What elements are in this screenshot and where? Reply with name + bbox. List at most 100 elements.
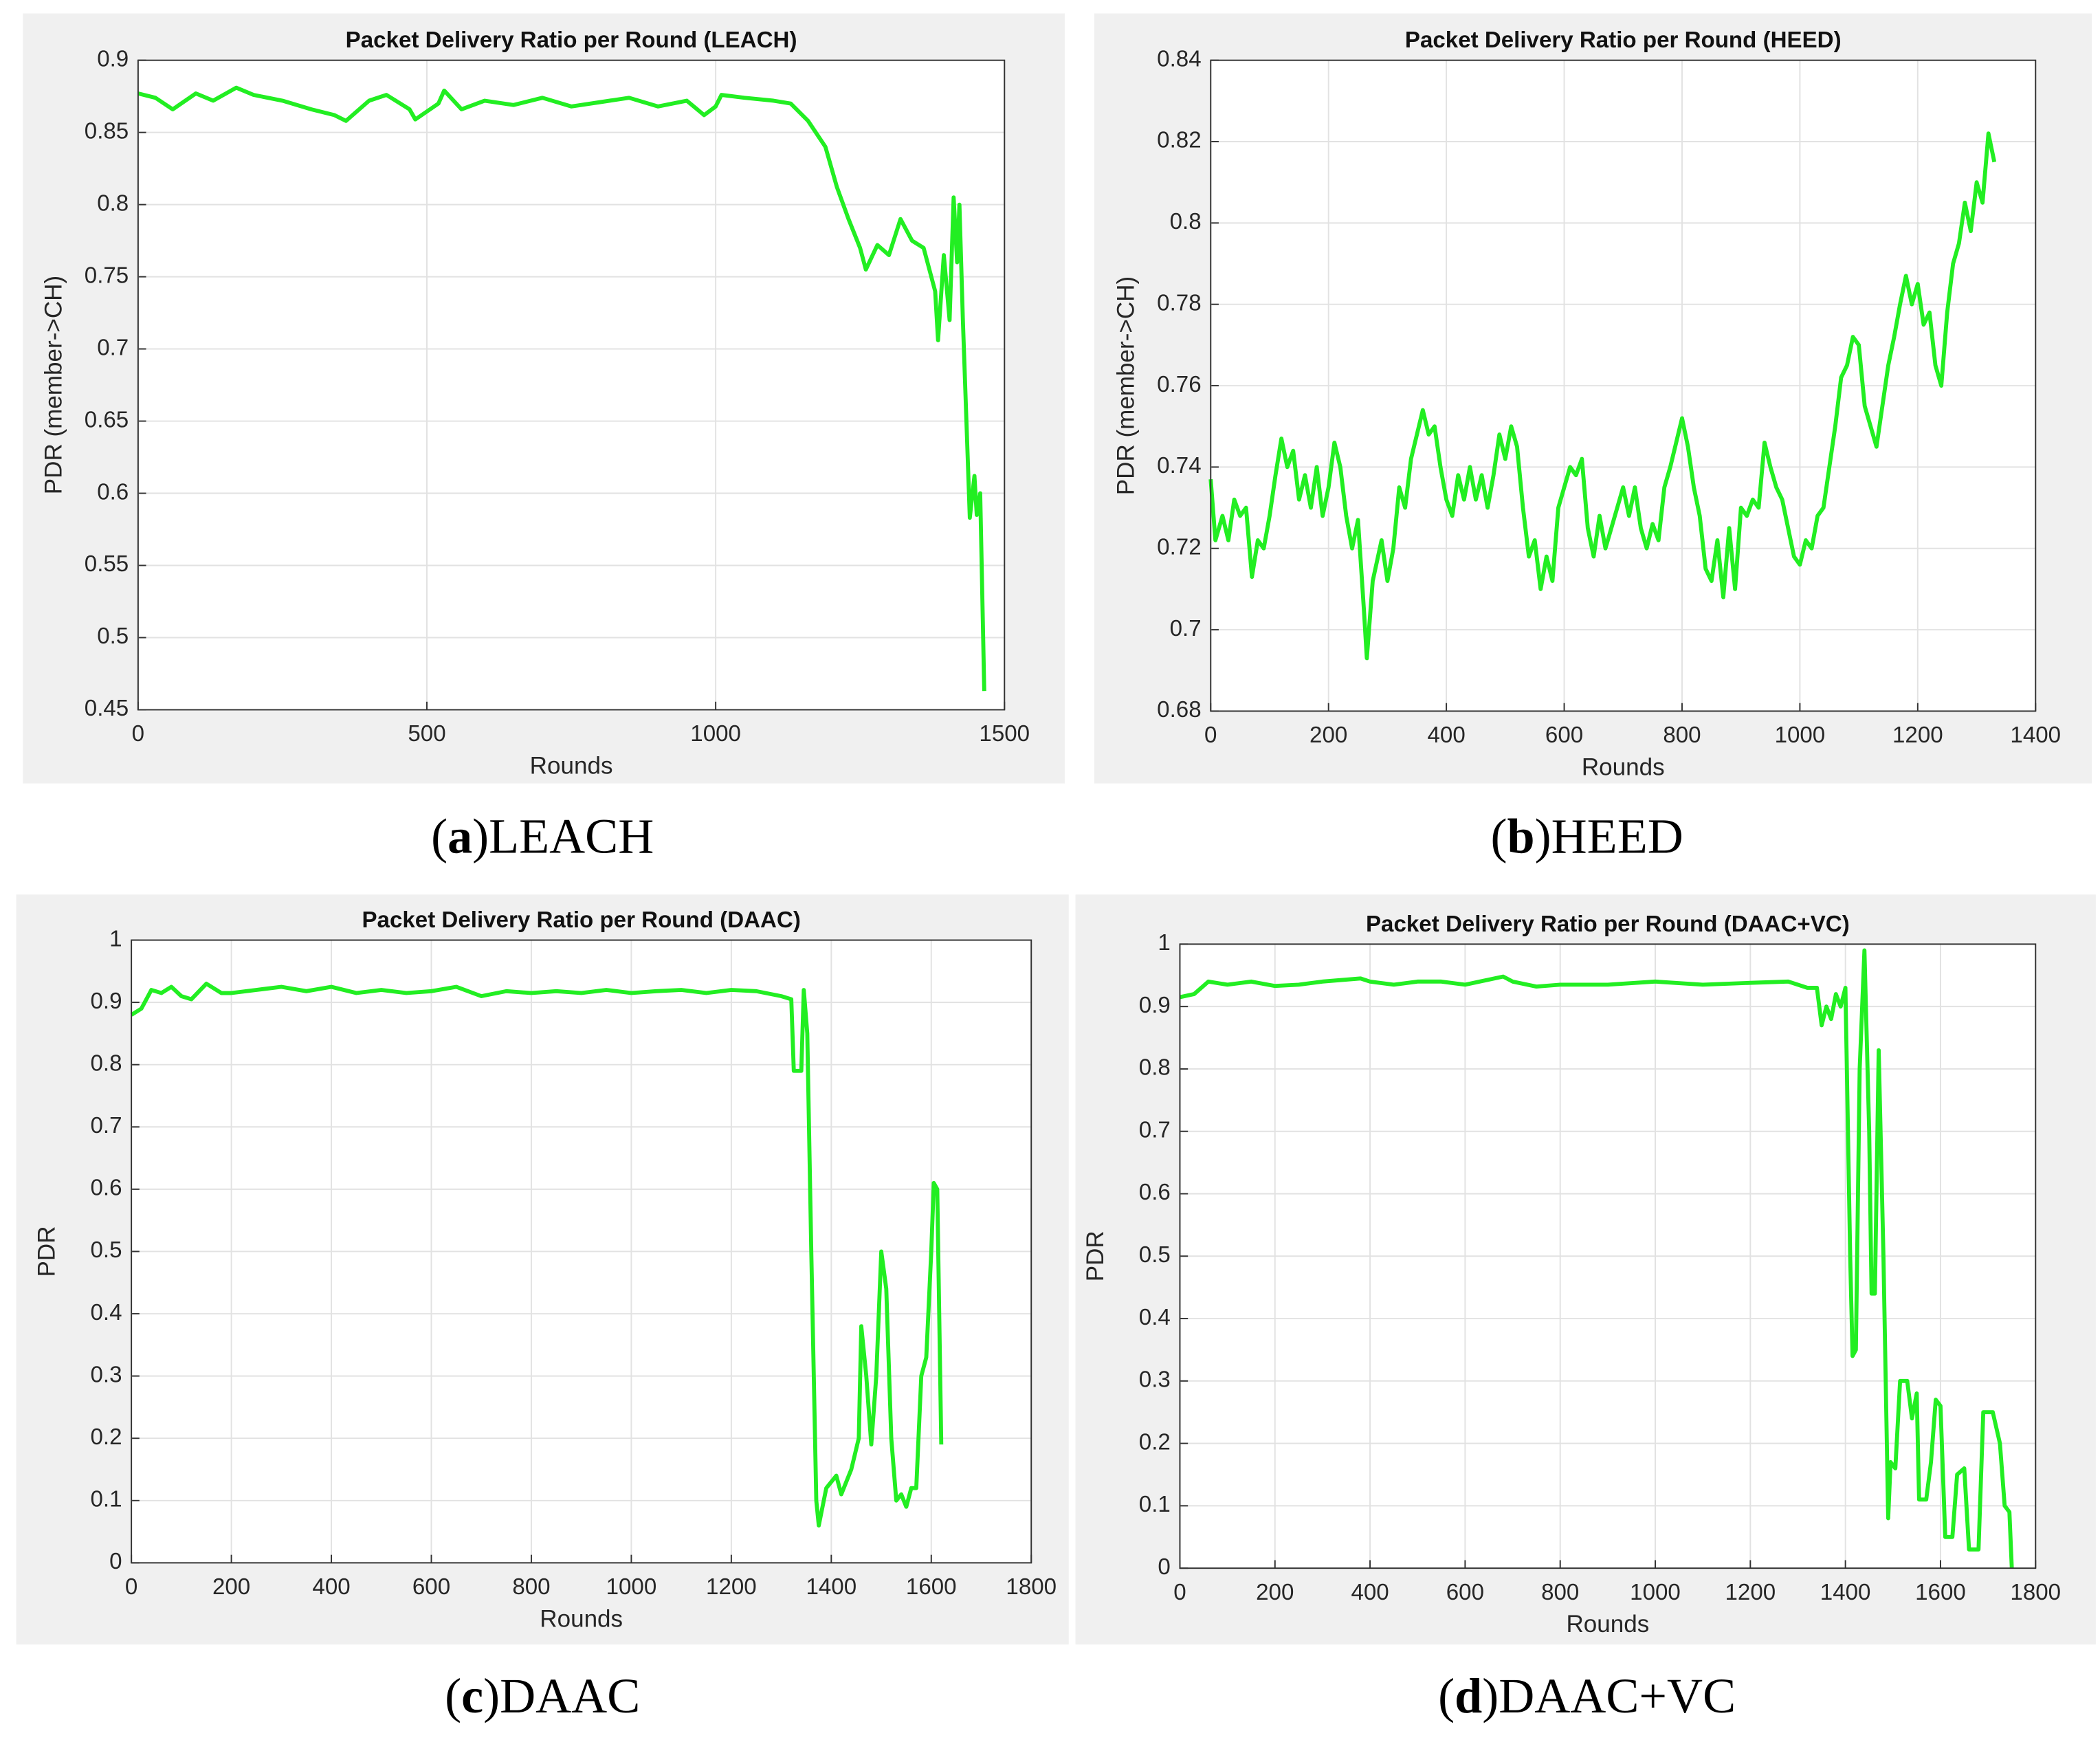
y-tick-label: 0.3 — [90, 1362, 122, 1387]
chart-title: Packet Delivery Ratio per Round (HEED) — [1405, 27, 1842, 53]
caption-part: )DAAC — [483, 1668, 640, 1723]
y-tick-label: 0.6 — [97, 479, 129, 505]
y-tick-label: 0.5 — [1139, 1242, 1171, 1268]
plot-frame — [1179, 943, 2037, 1569]
y-tick-label: 0.8 — [1170, 209, 1202, 234]
y-tick-label: 0.5 — [90, 1237, 122, 1263]
caption: (c)DAAC — [445, 1668, 640, 1723]
y-tick-label: 1 — [1158, 930, 1170, 956]
x-tick-label: 400 — [1351, 1580, 1389, 1605]
y-tick-label: 0.7 — [90, 1113, 122, 1138]
y-tick-label: 0.4 — [90, 1300, 122, 1325]
y-tick-label: 0.68 — [1157, 697, 1201, 723]
plot-frame — [137, 59, 1006, 711]
chart-title: Packet Delivery Ratio per Round (DAAC+VC… — [1366, 912, 1850, 937]
plot-frame — [131, 939, 1032, 1564]
caption-part: c — [461, 1668, 483, 1723]
x-tick-label: 0 — [125, 1574, 137, 1600]
y-axis-label: PDR — [34, 1226, 60, 1277]
x-axis-label: Rounds — [540, 1605, 623, 1632]
plot-area — [137, 60, 1005, 710]
x-tick-label: 1400 — [1820, 1580, 1871, 1605]
y-tick-label: 0.2 — [90, 1424, 122, 1450]
caption-part: )HEED — [1535, 808, 1683, 863]
y-axis-label: PDR (member->CH) — [1113, 276, 1140, 495]
y-tick-label: 0.8 — [97, 190, 129, 216]
y-tick-label: 0.8 — [90, 1050, 122, 1076]
data-line — [1208, 131, 1997, 661]
y-tick-label: 0.84 — [1157, 46, 1201, 71]
x-tick-label: 1800 — [2010, 1580, 2061, 1605]
caption-part: ( — [445, 1668, 461, 1723]
y-tick-label: 0.2 — [1139, 1429, 1171, 1455]
y-axis-label: PDR — [1082, 1231, 1109, 1281]
x-tick-label: 1000 — [690, 721, 741, 747]
y-tick-label: 0.82 — [1157, 128, 1201, 153]
plot-frame — [1210, 59, 2037, 712]
x-tick-label: 1800 — [1006, 1574, 1057, 1600]
x-tick-label: 500 — [408, 721, 445, 747]
x-tick-label: 0 — [1173, 1580, 1186, 1605]
caption: (b)HEED — [1491, 808, 1683, 863]
x-tick-label: 400 — [1427, 723, 1465, 748]
y-tick-label: 0.3 — [1139, 1367, 1171, 1393]
y-tick-label: 0.85 — [85, 118, 129, 144]
caption-part: ( — [1491, 808, 1507, 863]
x-tick-label: 1200 — [1892, 723, 1943, 748]
x-tick-label: 600 — [412, 1574, 450, 1600]
caption-part: d — [1455, 1668, 1482, 1723]
x-tick-label: 600 — [1545, 723, 1583, 748]
x-tick-label: 200 — [212, 1574, 250, 1600]
y-tick-label: 0.1 — [90, 1487, 122, 1512]
x-axis-label: Rounds — [530, 752, 613, 779]
x-tick-label: 1200 — [1725, 1580, 1776, 1605]
x-tick-label: 200 — [1309, 723, 1347, 748]
caption-part: )DAAC+VC — [1482, 1668, 1736, 1723]
y-tick-label: 0.65 — [85, 407, 129, 432]
caption-part: ( — [431, 808, 447, 863]
y-tick-label: 0.5 — [97, 624, 129, 649]
x-tick-label: 600 — [1446, 1580, 1484, 1605]
data-line — [130, 982, 944, 1528]
x-tick-label: 0 — [1204, 723, 1217, 748]
x-tick-label: 1600 — [906, 1574, 957, 1600]
y-tick-label: 0.78 — [1157, 290, 1201, 316]
x-tick-label: 1200 — [706, 1574, 757, 1600]
caption-part: ( — [1438, 1668, 1455, 1723]
y-tick-label: 0.45 — [85, 696, 129, 721]
y-tick-label: 0.8 — [1139, 1055, 1171, 1081]
y-tick-label: 0.55 — [85, 551, 129, 577]
x-tick-label: 1600 — [1915, 1580, 1966, 1605]
y-tick-label: 1 — [109, 926, 122, 951]
data-line — [1179, 948, 2014, 1569]
y-tick-label: 0.6 — [90, 1176, 122, 1201]
y-tick-label: 0.7 — [1139, 1117, 1171, 1143]
x-tick-label: 1400 — [806, 1574, 856, 1600]
caption: (d)DAAC+VC — [1438, 1668, 1736, 1723]
chart-title: Packet Delivery Ratio per Round (DAAC) — [362, 907, 800, 933]
x-tick-label: 800 — [512, 1574, 550, 1600]
caption-part: )LEACH — [472, 808, 654, 863]
y-tick-label: 0.75 — [85, 263, 129, 288]
x-tick-label: 1400 — [2010, 723, 2061, 748]
y-tick-label: 0.9 — [1139, 993, 1171, 1018]
x-tick-label: 800 — [1541, 1580, 1579, 1605]
chart-title: Packet Delivery Ratio per Round (LEACH) — [346, 27, 797, 53]
x-tick-label: 400 — [312, 1574, 350, 1600]
y-tick-label: 0.9 — [97, 46, 129, 71]
y-axis-label: PDR (member->CH) — [40, 276, 67, 494]
x-tick-label: 0 — [132, 721, 144, 747]
y-tick-label: 0 — [109, 1549, 122, 1574]
x-tick-label: 1500 — [979, 721, 1030, 747]
y-tick-label: 0.6 — [1139, 1180, 1171, 1205]
y-tick-label: 0.1 — [1139, 1492, 1171, 1517]
caption-part: a — [447, 808, 472, 863]
x-tick-label: 1000 — [1630, 1580, 1681, 1605]
x-tick-label: 800 — [1663, 723, 1701, 748]
caption: (a)LEACH — [431, 808, 654, 863]
x-axis-label: Rounds — [1566, 1611, 1649, 1638]
x-axis-label: Rounds — [1582, 753, 1665, 780]
y-tick-label: 0.72 — [1157, 534, 1201, 560]
y-tick-label: 0.74 — [1157, 453, 1201, 478]
